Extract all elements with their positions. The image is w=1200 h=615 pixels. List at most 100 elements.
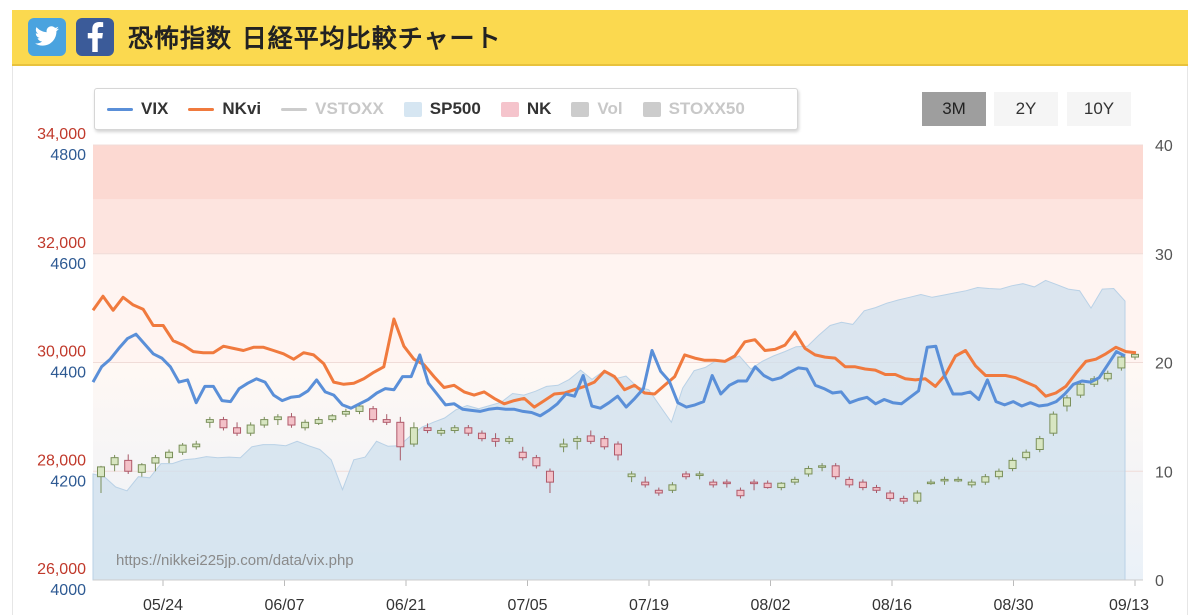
nk-candle: [314, 416, 323, 426]
nk-candle: [1076, 381, 1085, 398]
nk-candle-body: [233, 427, 242, 434]
nk-candle: [246, 422, 255, 436]
x-tick-label: 08/16: [872, 597, 912, 614]
y-axis-right-label: 20: [1155, 356, 1173, 373]
x-tick-label: 06/21: [386, 597, 426, 614]
legend-label: VIX: [141, 99, 169, 118]
nk-candle-body: [246, 424, 255, 434]
nk-candle: [192, 440, 201, 450]
legend-symbol: [403, 101, 422, 117]
nk-candle-body: [151, 457, 160, 464]
legend-label: SP500: [429, 99, 481, 118]
nk-candle: [872, 484, 881, 493]
nk-candle-body: [981, 476, 990, 483]
y-axis-sp-label: 4200: [50, 473, 86, 490]
nk-candle-body: [1022, 451, 1031, 459]
band-35-30: [93, 199, 1143, 254]
nk-candle: [491, 433, 500, 447]
nk-candle-body: [382, 419, 391, 423]
nk-candle-body: [219, 419, 228, 429]
nk-candle-body: [491, 438, 500, 442]
nk-candle: [586, 430, 595, 445]
range-button-3m[interactable]: 3M: [922, 92, 986, 126]
vix-series-line: [91, 332, 1126, 418]
nk-candle-body: [110, 457, 119, 466]
nk-candle-body: [273, 416, 282, 421]
x-tick-label: 07/19: [629, 597, 669, 614]
nk-candle: [1008, 457, 1017, 472]
nk-candle-body: [437, 429, 446, 434]
nk-candle-body: [301, 421, 310, 429]
nk-candle: [641, 476, 650, 488]
legend-symbol: [188, 107, 215, 111]
nk-candle: [573, 435, 582, 450]
nk-candle: [1103, 370, 1112, 382]
legend-symbol: [642, 101, 661, 117]
legend-item-stoxx50[interactable]: STOXX50: [642, 99, 745, 119]
nk-candle: [518, 446, 527, 461]
nk-candle: [464, 425, 473, 436]
legend-symbol: [500, 101, 519, 117]
nk-candle: [477, 430, 486, 442]
nk-candle-body: [1008, 459, 1017, 470]
nk-candle: [1049, 411, 1058, 436]
nk-candle-body: [899, 497, 908, 502]
legend-item-vix[interactable]: VIX: [107, 99, 168, 119]
nk-candle-body: [178, 444, 187, 453]
source-url-text: https://nikkei225jp.com/data/vix.php: [116, 552, 354, 569]
twitter-icon: [35, 26, 59, 46]
nk-candle-body: [559, 443, 568, 448]
nk-candle-body: [205, 419, 214, 423]
nk-candle-body: [1103, 372, 1112, 380]
nk-candle: [124, 454, 133, 474]
nk-candle-body: [477, 432, 486, 440]
nk-candle-body: [314, 419, 323, 424]
legend-symbol: [107, 107, 133, 111]
legend-item-sp500[interactable]: SP500: [403, 99, 481, 119]
nk-candle-body: [97, 466, 105, 478]
nk-candle-body: [845, 478, 854, 486]
nk-candle-body: [532, 457, 541, 467]
nk-candle-body: [614, 443, 622, 456]
legend-item-vstoxx[interactable]: VSTOXX: [281, 99, 384, 119]
nk-candle: [532, 454, 541, 469]
nk-candle-body: [790, 478, 799, 483]
y-axis-right-label: 10: [1155, 464, 1173, 481]
nk-candle-body: [804, 468, 813, 475]
legend-item-nk[interactable]: NK: [500, 99, 551, 119]
legend-symbol: [281, 107, 308, 111]
nk-candle-body: [505, 438, 514, 442]
x-tick-label: 07/05: [507, 597, 547, 614]
nk-candle-body: [777, 482, 786, 489]
nk-candle-body: [287, 416, 296, 426]
nk-candle: [165, 449, 174, 464]
legend-label: NKvi: [222, 99, 262, 118]
facebook-share-button[interactable]: [76, 18, 114, 56]
nk-candle: [287, 413, 296, 428]
range-button-10y[interactable]: 10Y: [1067, 92, 1131, 126]
nk-candle-body: [1131, 353, 1139, 358]
nk-candle: [559, 438, 568, 453]
nk-candle-body: [654, 489, 663, 494]
nk-candle: [790, 476, 799, 485]
nk-candle: [804, 465, 813, 477]
nk-candle-body: [722, 481, 731, 485]
nk-candle: [97, 465, 105, 493]
nk-candle: [437, 427, 446, 436]
nk-candle-body: [1117, 356, 1126, 369]
range-button-2y[interactable]: 2Y: [994, 92, 1058, 126]
nk-candle-body: [709, 481, 718, 486]
nk-candle: [981, 473, 990, 485]
nk-candle: [1062, 395, 1071, 412]
legend-item-nkvi[interactable]: NKvi: [188, 99, 261, 119]
twitter-share-button[interactable]: [28, 18, 66, 56]
nk-candle-body: [518, 451, 527, 459]
nk-candle-body: [545, 470, 554, 483]
nk-candle: [627, 471, 636, 483]
nk-candle: [409, 422, 418, 447]
nk-candle: [913, 490, 922, 504]
legend-item-vol[interactable]: Vol: [571, 99, 623, 119]
nk-candle: [505, 435, 514, 445]
nk-candle-body: [409, 427, 418, 445]
